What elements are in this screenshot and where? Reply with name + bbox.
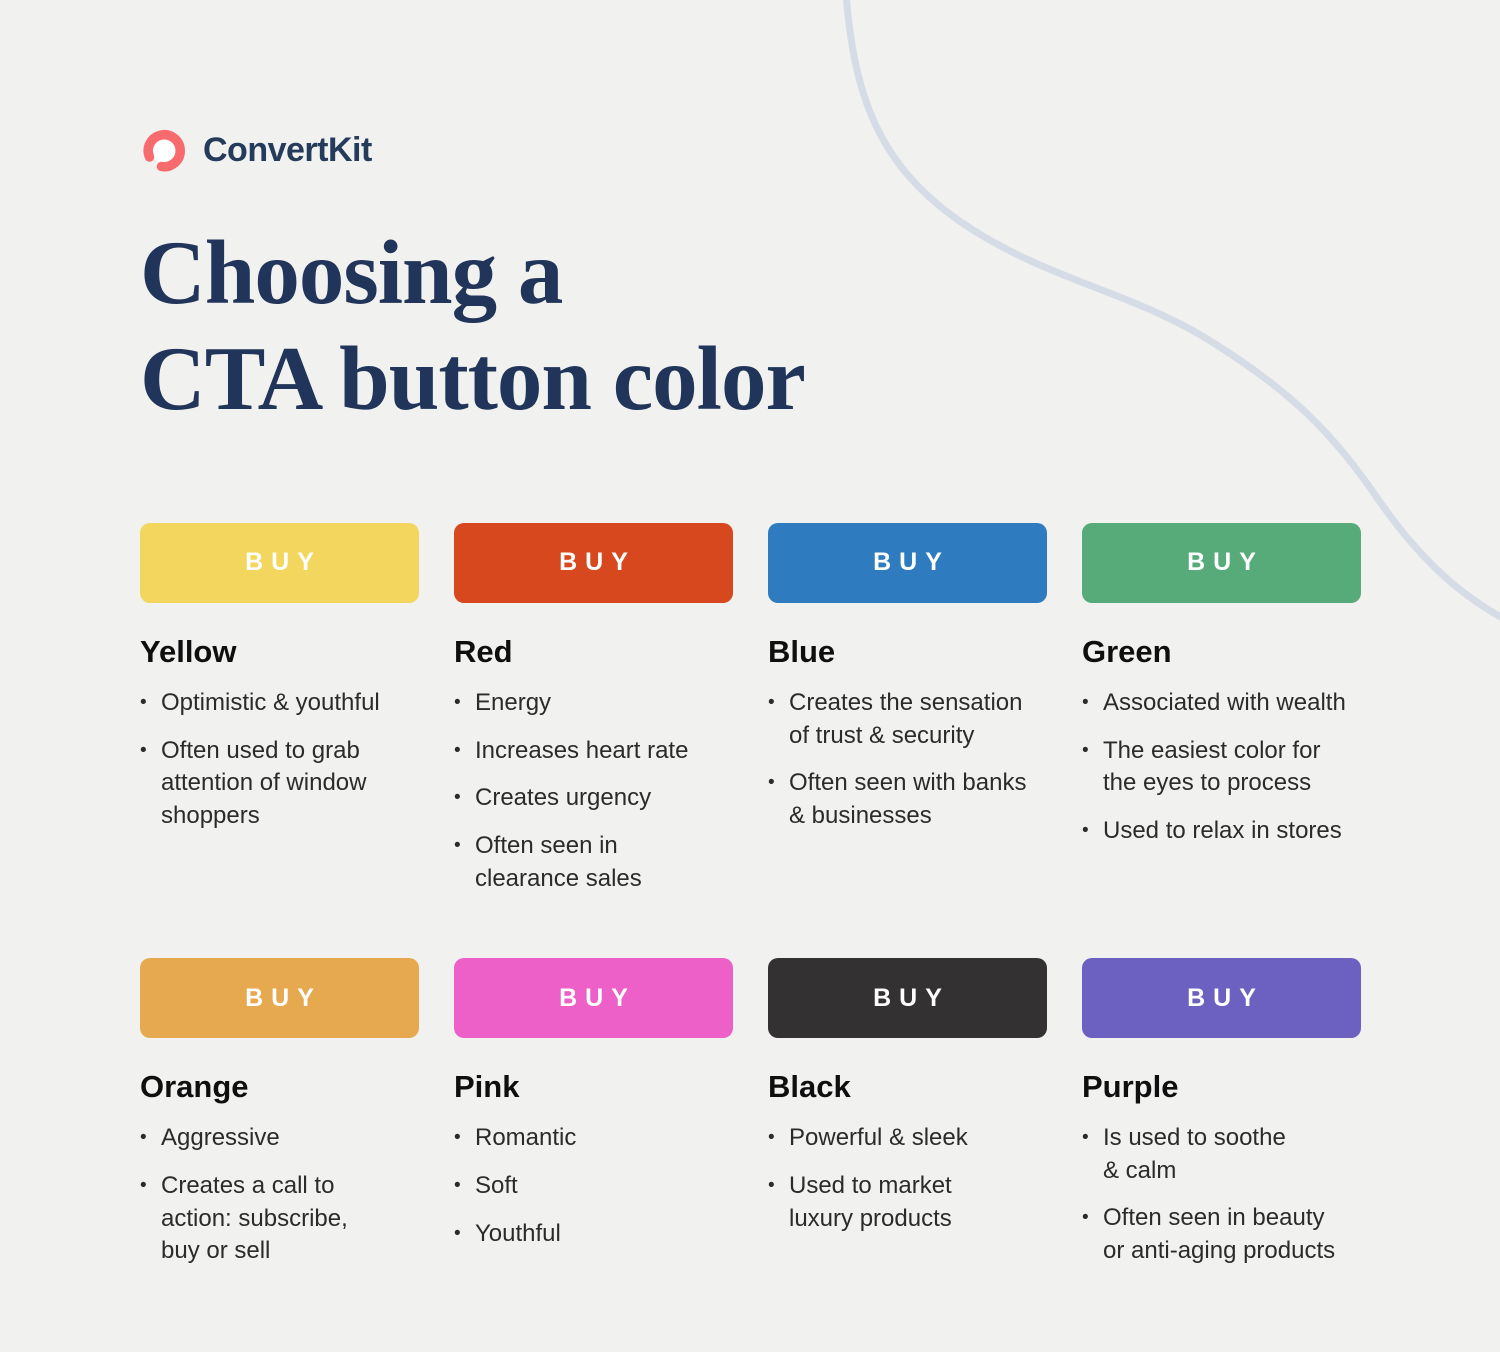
bullet-list-red: • Energy • Increases heart rate • Create… <box>454 687 733 895</box>
bullet-dot: • <box>140 739 147 761</box>
buy-button-yellow[interactable]: BUY <box>140 522 419 603</box>
bullet-item: • Powerful & sleek <box>768 1122 1047 1155</box>
card-title-yellow: Yellow <box>140 633 237 669</box>
card-title-orange: Orange <box>140 1069 249 1105</box>
page-title: Choosing a CTA button color <box>140 220 1360 433</box>
brand-name: ConvertKit <box>203 130 372 169</box>
card-orange: BUY Orange • Aggressive • Creates a call… <box>140 958 419 1283</box>
bullet-item: • Often used to grab attention of window… <box>140 735 419 833</box>
card-title-red: Red <box>454 633 513 669</box>
card-pink: BUY Pink • Romantic • Soft • Youthful <box>454 958 733 1283</box>
brand: ConvertKit <box>140 126 1360 174</box>
color-cards-grid: BUY Yellow • Optimistic & youthful • Oft… <box>140 522 1361 1283</box>
page-title-line1: Choosing a <box>140 222 563 323</box>
bullet-dot: • <box>768 1127 775 1149</box>
buy-button-blue[interactable]: BUY <box>768 522 1047 603</box>
buy-button-red[interactable]: BUY <box>454 522 733 603</box>
bullet-item: • Youthful <box>454 1218 733 1251</box>
buy-button-black[interactable]: BUY <box>768 958 1047 1039</box>
bullet-dot: • <box>1082 691 1089 713</box>
card-title-pink: Pink <box>454 1069 520 1105</box>
infographic: ConvertKit Choosing a CTA button color B… <box>140 126 1361 1283</box>
buy-button-purple[interactable]: BUY <box>1082 958 1361 1039</box>
bullet-list-pink: • Romantic • Soft • Youthful <box>454 1122 733 1250</box>
bullet-dot: • <box>1082 1127 1089 1149</box>
bullet-item: • Often seen in beauty or anti-aging pro… <box>1082 1202 1361 1267</box>
buy-button-pink[interactable]: BUY <box>454 958 733 1039</box>
card-yellow: BUY Yellow • Optimistic & youthful • Oft… <box>140 522 419 910</box>
bullet-dot: • <box>454 1174 461 1196</box>
card-green: BUY Green • Associated with wealth • The… <box>1082 522 1361 910</box>
bullet-item: • Increases heart rate <box>454 735 733 768</box>
bullet-dot: • <box>1082 1207 1089 1229</box>
bullet-item: • Creates a call to action: subscribe, b… <box>140 1170 419 1268</box>
bullet-dot: • <box>1082 739 1089 761</box>
bullet-list-green: • Associated with wealth • The easiest c… <box>1082 687 1361 848</box>
bullet-dot: • <box>140 1174 147 1196</box>
bullet-item: • Creates urgency <box>454 782 733 815</box>
bullet-dot: • <box>454 691 461 713</box>
bullet-dot: • <box>768 691 775 713</box>
bullet-item: • Aggressive <box>140 1122 419 1155</box>
bullet-dot: • <box>1082 819 1089 841</box>
bullet-list-orange: • Aggressive • Creates a call to action:… <box>140 1122 419 1268</box>
card-title-black: Black <box>768 1069 851 1105</box>
bullet-item: • Creates the sensation of trust & secur… <box>768 687 1047 752</box>
card-title-purple: Purple <box>1082 1069 1179 1105</box>
bullet-item: • Used to relax in stores <box>1082 815 1361 848</box>
bullet-dot: • <box>768 1174 775 1196</box>
buy-button-orange[interactable]: BUY <box>140 958 419 1039</box>
bullet-dot: • <box>454 834 461 856</box>
bullet-item: • Energy <box>454 687 733 720</box>
bullet-item: • Romantic <box>454 1122 733 1155</box>
bullet-dot: • <box>454 1127 461 1149</box>
bullet-item: • Used to market luxury products <box>768 1170 1047 1235</box>
bullet-dot: • <box>140 691 147 713</box>
bullet-dot: • <box>454 739 461 761</box>
bullet-item: • Soft <box>454 1170 733 1203</box>
card-title-green: Green <box>1082 633 1172 669</box>
bullet-dot: • <box>140 1127 147 1149</box>
bullet-dot: • <box>768 772 775 794</box>
buy-button-green[interactable]: BUY <box>1082 522 1361 603</box>
bullet-item: • Often seen with banks & businesses <box>768 767 1047 832</box>
page-title-line2: CTA button color <box>140 328 806 430</box>
bullet-list-purple: • Is used to soothe & calm • Often seen … <box>1082 1122 1361 1268</box>
bullet-item: • The easiest color for the eyes to proc… <box>1082 735 1361 800</box>
bullet-dot: • <box>454 1222 461 1244</box>
bullet-list-blue: • Creates the sensation of trust & secur… <box>768 687 1047 833</box>
bullet-item: • Often seen in clearance sales <box>454 830 733 895</box>
bullet-item: • Is used to soothe & calm <box>1082 1122 1361 1187</box>
bullet-item: • Optimistic & youthful <box>140 687 419 720</box>
card-title-blue: Blue <box>768 633 836 669</box>
card-red: BUY Red • Energy • Increases heart rate … <box>454 522 733 910</box>
bullet-list-black: • Powerful & sleek • Used to market luxu… <box>768 1122 1047 1235</box>
card-blue: BUY Blue • Creates the sensation of trus… <box>768 522 1047 910</box>
card-black: BUY Black • Powerful & sleek • Used to m… <box>768 958 1047 1283</box>
bullet-item: • Associated with wealth <box>1082 687 1361 720</box>
convertkit-logo-icon <box>143 130 185 172</box>
bullet-list-yellow: • Optimistic & youthful • Often used to … <box>140 687 419 833</box>
card-purple: BUY Purple • Is used to soothe & calm • … <box>1082 958 1361 1283</box>
bullet-dot: • <box>454 787 461 809</box>
